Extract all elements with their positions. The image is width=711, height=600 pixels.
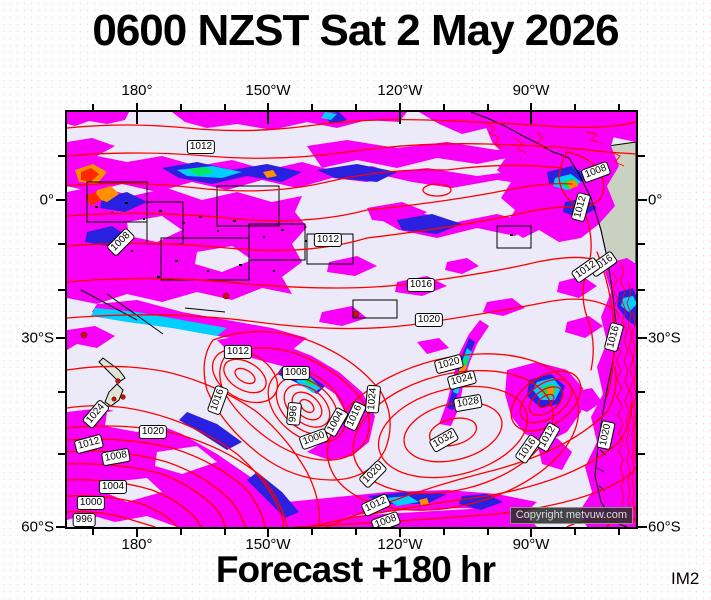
tick-mark: [399, 529, 401, 537]
tick-mark: [638, 526, 647, 528]
copyright-badge: Copyright metvuw.com: [509, 507, 633, 524]
tick-mark-minor: [311, 104, 313, 110]
tick-mark: [136, 103, 138, 111]
isobar-label: 996: [72, 513, 96, 527]
tick-mark-minor: [638, 453, 645, 455]
tick-mark-minor: [92, 529, 94, 535]
tick-mark-minor: [638, 243, 645, 245]
axis-label-longitude: 180°: [121, 536, 153, 553]
isobar-label: 1000: [76, 496, 106, 510]
isobar-label: 1012: [313, 233, 343, 247]
tick-mark-minor: [574, 104, 576, 110]
station-markers: [80, 292, 360, 402]
tick-mark-minor: [92, 104, 94, 110]
axis-label-latitude: 0°: [648, 191, 663, 209]
isobar-label: 1012: [223, 345, 253, 359]
isobar-label: 1012: [186, 140, 216, 154]
tick-mark-minor: [58, 243, 65, 245]
rain-field-extreme: [75, 164, 578, 505]
axis-label-longitude: 120°W: [377, 82, 423, 99]
model-tag: IM2: [671, 569, 700, 588]
axis-label-longitude: 150°W: [245, 536, 291, 553]
axis-label-latitude: 30°S: [648, 329, 681, 347]
forecast-hour-label: Forecast +180 hr: [215, 549, 496, 590]
tick-mark: [56, 526, 65, 528]
isobar-label: 1016: [406, 278, 436, 292]
island-specks: [95, 202, 513, 278]
axis-label-longitude: 120°W: [377, 536, 423, 553]
tick-mark: [56, 337, 65, 339]
tick-mark-minor: [58, 453, 65, 455]
axis-label-longitude: 150°W: [245, 82, 291, 99]
tick-mark: [267, 529, 269, 537]
tick-mark-minor: [574, 529, 576, 535]
rain-field-gaps: [105, 216, 329, 502]
tick-mark-minor: [638, 391, 645, 393]
tick-mark-minor: [355, 529, 357, 535]
isobar-contours: [67, 118, 636, 527]
tick-mark: [530, 529, 532, 537]
tick-mark-minor: [638, 155, 645, 157]
tick-mark-minor: [224, 104, 226, 110]
axis-label-latitude: 30°S: [21, 329, 54, 347]
axis-label-longitude: 90°W: [512, 82, 550, 99]
tick-mark: [530, 103, 532, 111]
tick-mark: [638, 199, 647, 201]
tick-mark-minor: [58, 391, 65, 393]
tick-mark-minor: [443, 529, 445, 535]
tick-mark-minor: [311, 529, 313, 535]
isobar-label: 1008: [281, 366, 311, 380]
tick-mark-minor: [618, 104, 620, 110]
tick-mark-minor: [487, 104, 489, 110]
tick-mark-minor: [180, 529, 182, 535]
tick-mark: [56, 199, 65, 201]
tick-mark: [136, 529, 138, 537]
tick-mark-minor: [638, 289, 645, 291]
andes-contour-clutter: [486, 123, 636, 527]
axis-label-latitude: 60°S: [648, 518, 681, 536]
tick-mark: [267, 103, 269, 111]
axis-label-latitude: 0°: [39, 191, 54, 209]
axis-label-longitude: 180°: [121, 82, 153, 99]
tick-mark-minor: [180, 104, 182, 110]
isobar-label: 1004: [98, 480, 128, 494]
tick-mark-minor: [618, 529, 620, 535]
tick-mark: [638, 337, 647, 339]
inner-tick-marks: [136, 112, 532, 124]
tick-mark-minor: [224, 529, 226, 535]
isobar-label: 996: [286, 402, 302, 426]
tick-mark-minor: [487, 529, 489, 535]
tick-mark-minor: [443, 104, 445, 110]
isobar-label: 1020: [138, 425, 168, 439]
tick-mark-minor: [58, 155, 65, 157]
tick-mark: [399, 103, 401, 111]
isobar-label: 1024: [364, 384, 382, 414]
pacific-weather-map: 1012 1008 1012 1016 1020 1008 1012 1016 1012 1016…: [65, 110, 638, 529]
valid-time-title: 0600 NZST Sat 2 May 2026: [92, 6, 619, 55]
isobar-label: 1020: [414, 313, 444, 327]
weather-map-canvas: [67, 112, 636, 527]
axis-label-longitude: 90°W: [512, 536, 550, 553]
tick-mark-minor: [58, 289, 65, 291]
tick-mark-minor: [355, 104, 357, 110]
axis-label-latitude: 60°S: [21, 518, 54, 536]
